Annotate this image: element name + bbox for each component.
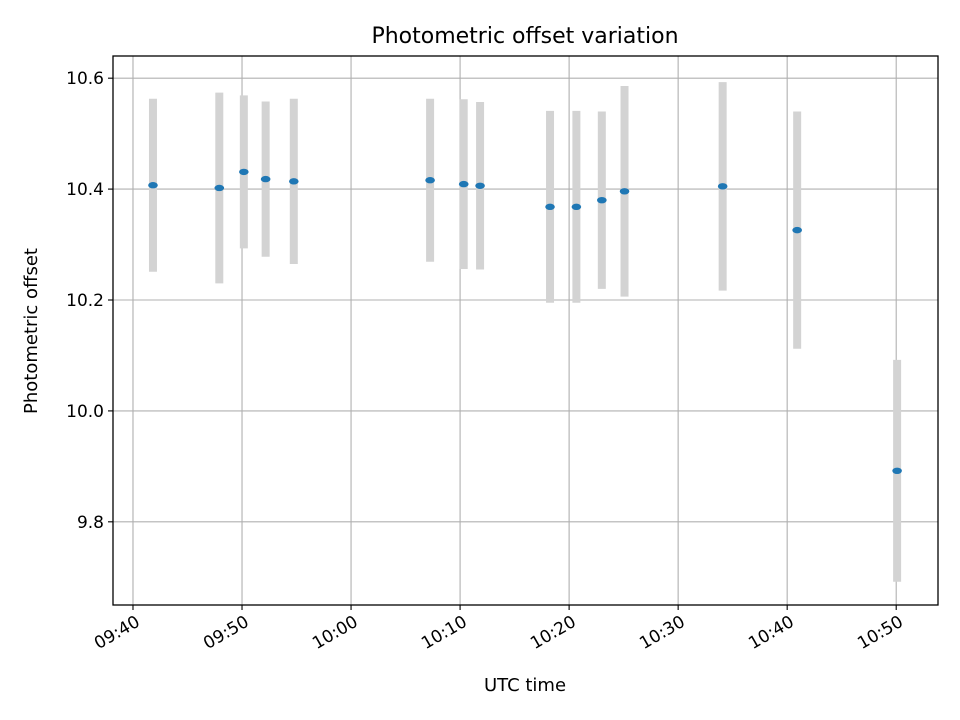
x-tick-label: 09:50 bbox=[200, 612, 252, 654]
grid bbox=[113, 56, 938, 605]
data-point bbox=[545, 203, 555, 211]
x-tick-label: 10:40 bbox=[745, 612, 797, 654]
data-point bbox=[425, 177, 435, 184]
data-point bbox=[717, 183, 728, 190]
x-tick-label: 10:50 bbox=[854, 612, 906, 654]
y-tick-label: 10.2 bbox=[66, 291, 104, 311]
y-axis-label: Photometric offset bbox=[21, 248, 42, 414]
plot-frame bbox=[112, 55, 939, 606]
y-tick-label: 9.8 bbox=[77, 513, 104, 533]
x-tick-label: 10:00 bbox=[309, 612, 361, 654]
data-point bbox=[239, 168, 249, 176]
data-point bbox=[458, 180, 469, 188]
x-axis: 09:40 09:50 10:00 10:10 10:20 10:30 10:40 10:50 bbox=[91, 605, 907, 654]
x-tick-label: 10:30 bbox=[636, 612, 688, 654]
x-tick-label: 10:10 bbox=[418, 612, 470, 654]
data-point bbox=[289, 178, 299, 185]
y-tick-label: 10.0 bbox=[66, 402, 104, 422]
data-points bbox=[148, 168, 902, 474]
data-point bbox=[260, 175, 271, 183]
error-bars bbox=[148, 82, 902, 582]
data-point bbox=[475, 182, 485, 189]
data-point bbox=[571, 203, 582, 211]
data-point bbox=[214, 184, 225, 192]
data-point bbox=[597, 196, 607, 204]
x-tick-label: 10:20 bbox=[527, 612, 579, 654]
data-point bbox=[619, 188, 630, 195]
y-axis: 9.8 10.0 10.2 10.4 10.6 bbox=[66, 69, 113, 533]
data-point bbox=[892, 467, 902, 474]
chart-title: Photometric offset variation bbox=[371, 24, 678, 49]
x-axis-label: UTC time bbox=[484, 675, 566, 696]
data-point bbox=[792, 226, 802, 234]
data-point bbox=[148, 182, 158, 189]
x-tick-label: 09:40 bbox=[91, 612, 143, 654]
y-tick-label: 10.6 bbox=[66, 69, 104, 89]
y-tick-label: 10.4 bbox=[66, 180, 104, 200]
